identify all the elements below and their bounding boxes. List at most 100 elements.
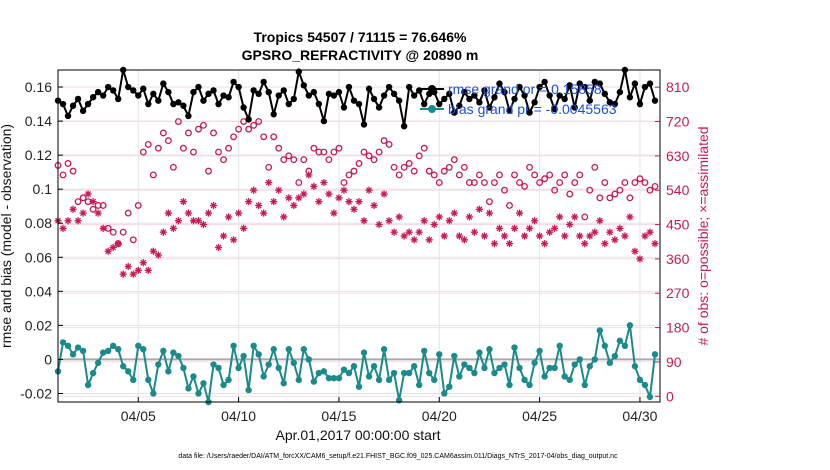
y-tick-label: 0.1 [33,181,53,197]
obs-possible-point [501,186,508,194]
x-tick-label: 04/10 [221,408,256,424]
x-axis-label: Apr.01,2017 00:00:00 start [275,427,440,443]
obs-possible-point [139,148,147,156]
obs-assimilated-point [159,228,167,236]
obs-assimilated-point [139,259,147,267]
rmse-point [340,104,348,111]
asterisk-stroke [110,244,117,251]
bias-point [446,383,453,390]
bias-point [240,352,247,360]
obs-possible-point [265,163,273,171]
bias-point [74,344,82,351]
asterisk-stroke [100,225,107,232]
obs-assimilated-point [606,228,614,236]
asterisk-stroke [150,248,157,255]
obs-possible-point [200,121,207,129]
obs-assimilated-point [541,240,549,248]
bias-point [165,368,172,375]
obs-assimilated-point [646,228,654,236]
bias-point [335,374,343,382]
obs-possible-point [225,144,233,152]
obs-assimilated-point [109,243,117,252]
data-file-footer: data file: /Users/raeder/DAI/ATM_forcXX/… [178,453,618,460]
rmse-point [551,105,558,113]
asterisk-stroke [125,263,132,270]
obs-possible-point [300,156,308,164]
bias-point [426,369,433,377]
obs-possible-point [571,179,579,187]
asterisk-stroke [290,202,297,209]
obs-assimilated-point [420,217,428,225]
obs-assimilated-point [576,232,584,240]
rmse-point [511,95,518,103]
rmse-point [405,83,413,91]
obs-possible-point [335,144,343,152]
bias-point [421,347,428,355]
obs-possible-point [450,156,458,164]
obs-possible-point [435,179,443,187]
asterisk-stroke [260,210,267,217]
x-tick-label: 04/05 [121,408,156,424]
asterisk-stroke [511,225,518,232]
rmse-point [586,97,593,104]
asterisk-stroke [646,229,653,236]
obs-assimilated-point [149,247,157,255]
bias-point [300,346,308,353]
rmse-point [646,80,654,87]
rmse-point [74,95,82,103]
obs-assimilated-point [204,209,213,217]
obs-possible-point [64,160,72,167]
rmse-point [491,94,498,101]
obs-assimilated-point [124,262,132,271]
obs-assimilated-point [194,217,203,225]
rmse-point [165,88,172,96]
obs-assimilated-point [164,209,172,217]
obs-assimilated-point [365,186,373,194]
asterisk-stroke [406,229,413,236]
bias-point [606,359,614,367]
obs-assimilated-point [174,217,182,225]
rmse-point [496,80,503,87]
obs-assimilated-point [551,224,559,232]
rmse-point [180,102,187,109]
asterisk-stroke [250,187,257,194]
rmse-point [59,100,67,108]
rmse-point [461,88,468,96]
obs-assimilated-point [455,232,463,240]
rmse-point [220,92,227,99]
bias-point [601,342,609,350]
obs-possible-point [480,179,488,187]
obs-assimilated-point [651,240,659,248]
asterisk-stroke [396,213,403,220]
obs-possible-point [455,171,463,179]
obs-possible-point [210,129,217,137]
rmse-point [335,88,343,96]
obs-possible-point [360,148,368,156]
rmse-point [436,100,443,108]
bias-point [496,364,503,372]
bias-point [295,376,302,384]
obs-possible-point [149,171,157,179]
bias-point [641,381,649,389]
asterisk-stroke [626,213,633,220]
asterisk-stroke [361,217,367,224]
rmse-point [601,90,609,98]
rmse-point [150,90,157,98]
obs-possible-point [310,144,318,152]
obs-assimilated-point [370,201,378,210]
obs-possible-point [370,156,378,164]
obs-possible-point [440,167,448,175]
asterisk-stroke [446,217,453,224]
rmse-point [596,80,603,87]
obs-possible-point [596,194,604,202]
bias-point [360,349,368,356]
legend-bias-label: bias grand pr = -0.0045563 [448,101,617,117]
obs-assimilated-point [94,209,102,217]
bias-point [104,347,112,355]
asterisk-stroke [315,198,322,205]
obs-possible-point [345,171,353,179]
obs-assimilated-point [405,228,413,236]
bias-point [541,373,548,380]
obs-assimilated-point [154,251,162,259]
rmse-point [295,68,302,75]
